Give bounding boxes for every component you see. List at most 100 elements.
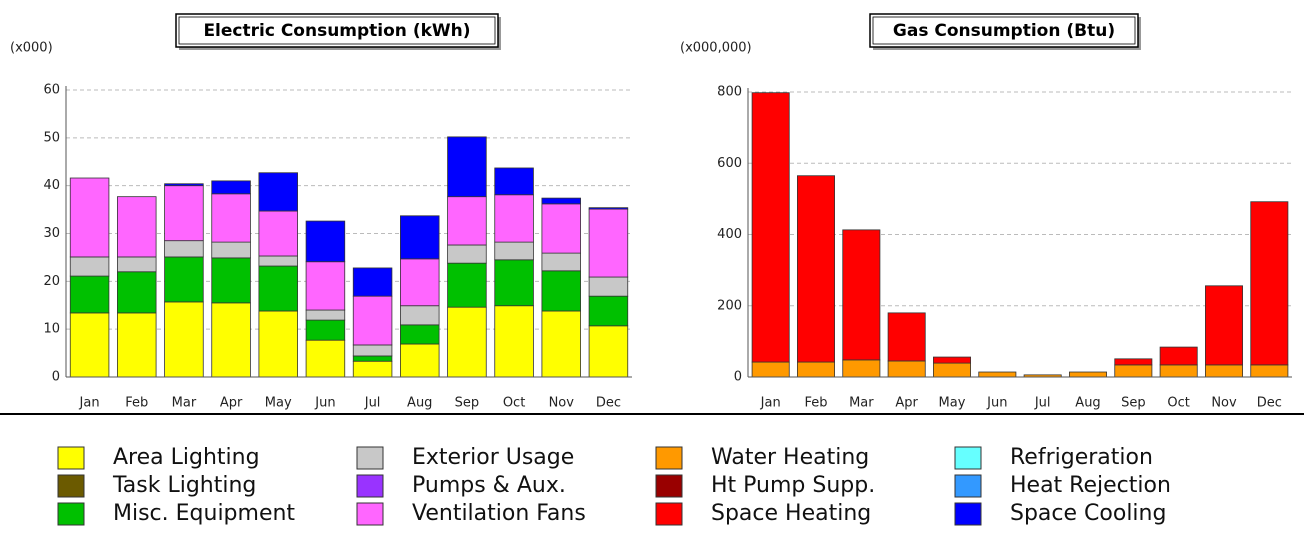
bar-segment [352, 267, 393, 297]
bar-segment [258, 172, 298, 212]
bar-segment [1250, 201, 1289, 366]
y-unit: (x000,000) [680, 41, 752, 56]
bar-segment [751, 361, 790, 378]
y-tick-label: 10 [43, 322, 60, 337]
bar-segment [352, 360, 393, 378]
legend-swatch [655, 502, 683, 526]
legend-swatch [954, 446, 982, 470]
bar-segment [352, 295, 393, 346]
x-tick-label: Apr [895, 396, 918, 411]
bar-segment [258, 310, 298, 378]
x-tick-label: Sep [455, 396, 480, 411]
x-tick-label: Nov [1211, 396, 1237, 411]
bar-segment [69, 275, 110, 314]
bar-segment [164, 301, 204, 378]
bar-segment [494, 194, 534, 243]
title-box [869, 13, 1139, 48]
bar-segment [211, 302, 251, 378]
bar-segment [164, 183, 204, 187]
bar-segment [211, 241, 251, 259]
bar-segment [1114, 364, 1153, 378]
y-tick-label: 50 [43, 130, 60, 145]
legend-label: Space Cooling [1010, 501, 1166, 526]
legend-swatch [655, 446, 683, 470]
y-tick-label: 800 [717, 85, 742, 100]
bar-segment [305, 319, 346, 341]
bar-segment [842, 229, 881, 361]
bar-segment [588, 276, 629, 297]
legend-label: Ht Pump Supp. [711, 473, 875, 498]
x-tick-label: Aug [1075, 396, 1100, 411]
bar-segment [400, 305, 440, 326]
bar-segment [164, 256, 204, 303]
x-tick-label: Jun [986, 396, 1007, 411]
bar-segment [400, 258, 440, 307]
legend-label: Water Heating [711, 445, 869, 470]
bar-segment [447, 244, 487, 264]
bar-segment [305, 309, 346, 321]
y-tick-label: 40 [43, 178, 60, 193]
y-tick-label: 30 [43, 226, 60, 241]
bar-segment [400, 324, 440, 345]
y-tick-label: 60 [43, 83, 60, 98]
bar-segment [1114, 358, 1153, 366]
bar-segment [933, 362, 971, 378]
legend-swatch [954, 502, 982, 526]
bar-segment [447, 196, 487, 246]
x-tick-label: Jul [364, 396, 381, 411]
x-tick-label: Aug [407, 396, 432, 411]
legend-swatch [356, 502, 384, 526]
x-tick-label: Jan [79, 396, 100, 411]
bar-segment [164, 185, 204, 242]
legend-label: Area Lighting [113, 445, 260, 470]
chart-title: Electric Consumption (kWh) [203, 21, 470, 41]
bar-segment [978, 371, 1017, 378]
bar-segment [211, 257, 251, 304]
legend-label: Space Heating [711, 501, 871, 526]
title-box [175, 13, 499, 48]
legend-label: Refrigeration [1010, 445, 1153, 470]
bar-segment [211, 193, 251, 243]
y-unit: (x000) [10, 41, 53, 56]
bar-segment [887, 312, 926, 362]
legend-swatch [356, 446, 384, 470]
title-inner [178, 16, 496, 45]
x-tick-label: Jun [314, 396, 335, 411]
legend-swatch [57, 446, 85, 470]
bar-segment [447, 262, 487, 308]
y-tick-label: 600 [717, 156, 742, 171]
bar-segment [1205, 285, 1243, 366]
legend-label: Misc. Equipment [113, 501, 295, 526]
x-tick-label: Jan [760, 396, 781, 411]
bar-segment [117, 312, 157, 378]
legend-label: Heat Rejection [1010, 473, 1171, 498]
y-tick-label: 20 [43, 274, 60, 289]
bar-segment [588, 207, 629, 210]
bar-segment [1069, 371, 1107, 378]
bar-segment [1250, 364, 1289, 378]
bar-segment [352, 344, 393, 357]
bar-segment [842, 359, 881, 378]
x-tick-label: Mar [172, 396, 197, 411]
bar-segment [164, 240, 204, 258]
y-tick-label: 0 [734, 370, 742, 385]
bar-segment [541, 310, 581, 378]
bar-segment [258, 265, 298, 312]
bar-segment [1205, 364, 1243, 378]
bar-segment [69, 177, 110, 258]
bar-segment [494, 259, 534, 307]
y-tick-label: 400 [717, 227, 742, 242]
bar-segment [541, 252, 581, 272]
bar-segment [933, 356, 971, 364]
bar-segment [258, 255, 298, 267]
bar-segment [541, 203, 581, 254]
bar-segment [400, 215, 440, 260]
legend-label: Exterior Usage [412, 445, 574, 470]
bar-segment [211, 180, 251, 195]
bar-segment [305, 220, 346, 263]
bar-segment [541, 197, 581, 205]
legend-swatch [57, 474, 85, 498]
legend-swatch [655, 474, 683, 498]
